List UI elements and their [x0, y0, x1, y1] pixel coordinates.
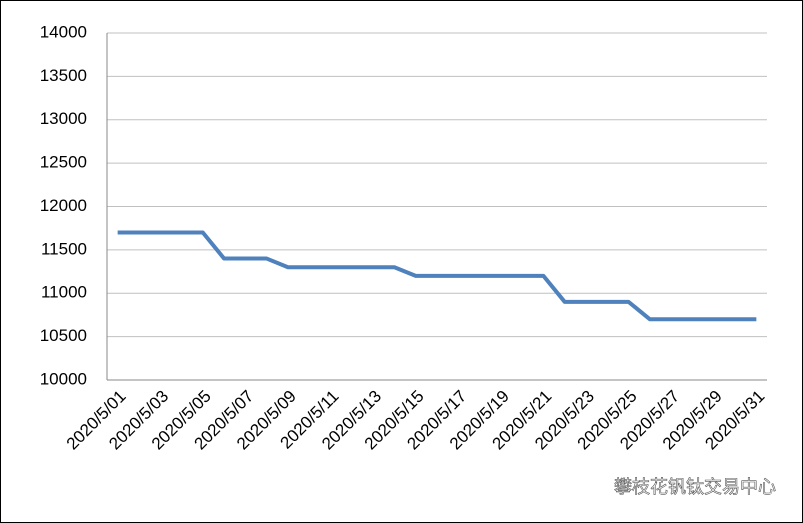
y-tick-label: 13500: [40, 66, 87, 85]
data-line: [117, 230, 757, 322]
y-tick-label: 11000: [41, 283, 87, 302]
y-tick-label: 10500: [40, 326, 87, 345]
y-tick-label: 11500: [41, 239, 87, 258]
watermark: 攀枝花钒钛交易中心: [614, 477, 776, 497]
y-tick-label: 10000: [40, 369, 87, 388]
y-tick-label: 12000: [40, 196, 87, 215]
y-tick-label: 14000: [40, 22, 87, 41]
y-tick-label: 12500: [40, 153, 87, 172]
y-tick-label: 13000: [40, 109, 87, 128]
